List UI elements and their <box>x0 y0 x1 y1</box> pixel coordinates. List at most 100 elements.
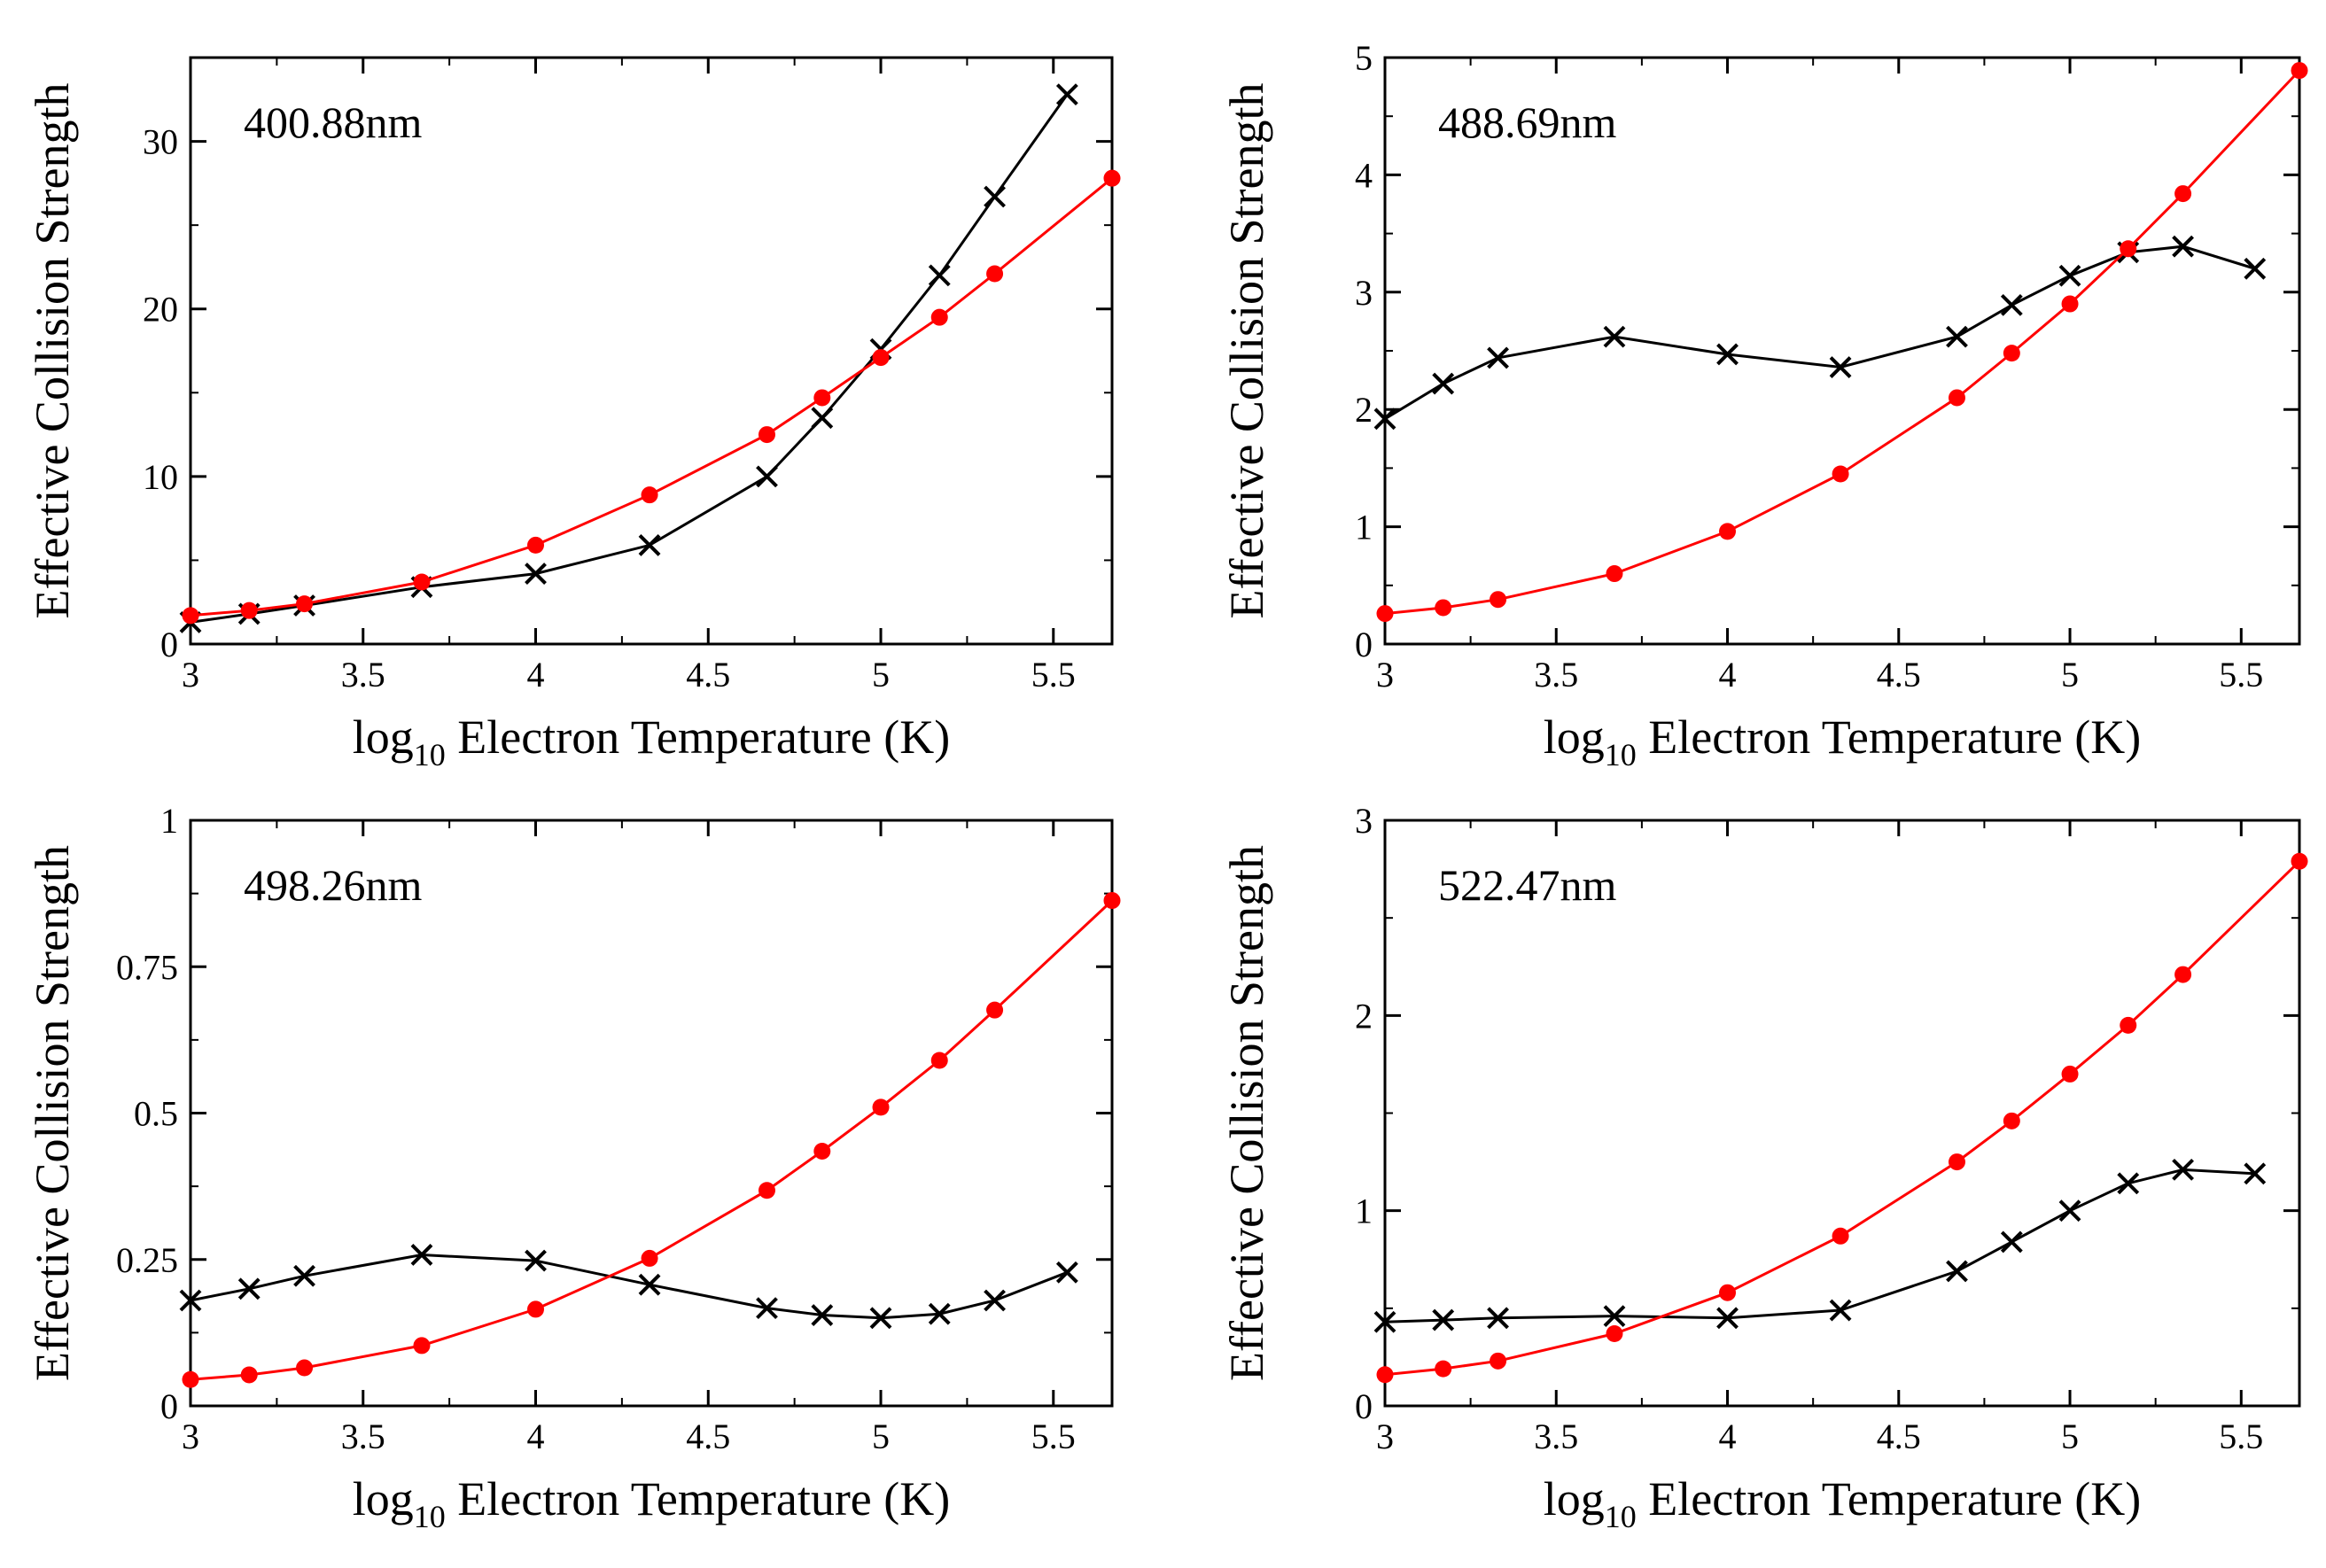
x-tick-label: 4.5 <box>1877 1417 1921 1456</box>
data-point-dot <box>182 607 199 625</box>
x-tick-label: 5 <box>2061 1417 2079 1456</box>
x-axis-label: log10 Electron Temperature (K) <box>353 1472 950 1534</box>
y-tick-label: 1 <box>160 801 178 841</box>
data-point-dot <box>1832 465 1849 483</box>
panel-annotation: 498.26nm <box>244 860 423 910</box>
cross-stroke <box>638 533 661 556</box>
series-dots <box>182 892 1121 1388</box>
y-tick-label: 1 <box>1355 508 1373 547</box>
data-point-cross <box>2244 1162 2267 1185</box>
data-point-dot <box>296 595 314 613</box>
cross-stroke <box>293 1264 315 1287</box>
data-point-dot <box>2061 295 2079 313</box>
x-tick-label: 4 <box>1719 1417 1737 1456</box>
y-axis-label: Effective Collision Strength <box>1220 83 1273 619</box>
y-tick-label: 2 <box>1355 390 1373 430</box>
data-point-dot <box>1719 523 1737 540</box>
series-line <box>190 93 1069 624</box>
series-line <box>1384 69 2301 616</box>
data-point-dot <box>641 486 658 504</box>
data-point-dot <box>758 426 775 444</box>
series-line <box>190 177 1113 617</box>
series-line <box>1384 245 2256 421</box>
y-tick-label: 20 <box>143 290 178 330</box>
series-crosses <box>179 1244 1078 1330</box>
x-tick-label: 3 <box>1376 655 1394 695</box>
series-line <box>190 899 1114 1381</box>
data-point-dot <box>1832 1227 1849 1245</box>
data-point-cross <box>2058 1199 2081 1223</box>
cross-stroke <box>1603 325 1626 348</box>
data-point-cross <box>2172 235 2194 258</box>
series-crosses <box>179 83 1078 633</box>
series-crosses <box>1373 235 2267 431</box>
data-point-cross <box>1829 356 1852 378</box>
data-point-dot <box>182 1370 199 1388</box>
x-tick-label: 4.5 <box>686 1417 730 1456</box>
x-tick-label: 3.5 <box>341 1417 385 1456</box>
data-point-dot <box>986 265 1004 283</box>
cross-stroke <box>1603 1305 1626 1328</box>
series-line <box>1384 860 2301 1377</box>
data-point-cross <box>1946 325 1968 348</box>
series-dots <box>1376 62 2308 623</box>
x-tick-label: 3 <box>1376 1417 1394 1456</box>
data-point-dot <box>1490 1352 1507 1370</box>
data-point-cross <box>2000 1230 2023 1254</box>
data-point-dot <box>1435 1360 1452 1378</box>
x-tick-label: 3.5 <box>1534 1417 1578 1456</box>
chart-panel-3: 3 3.5 4 4.5 5 5.5 0 0.25 0.5 0.75 1 498.26nm log10 E… <box>26 801 1121 1534</box>
x-tick-label: 4.5 <box>686 655 730 695</box>
cross-stroke <box>525 1249 547 1272</box>
cross-stroke <box>1373 1310 1396 1333</box>
cross-stroke <box>638 1273 661 1296</box>
x-tick-label: 4 <box>1719 655 1737 695</box>
data-point-dot <box>2061 1065 2079 1083</box>
y-tick-label: 30 <box>143 122 178 162</box>
cross-stroke <box>1432 372 1455 395</box>
data-point-cross <box>756 1297 778 1320</box>
data-point-cross <box>984 1289 1006 1312</box>
y-tick-label: 0 <box>160 625 178 664</box>
data-point-dot <box>1490 591 1507 609</box>
data-point-cross <box>1432 1308 1455 1331</box>
data-point-dot <box>1103 892 1121 910</box>
y-axis-label: Effective Collision Strength <box>1220 845 1273 1381</box>
x-tick-label: 3.5 <box>341 655 385 695</box>
data-point-cross <box>2244 257 2267 280</box>
y-tick-label: 0 <box>1355 1386 1373 1426</box>
data-point-dot <box>240 602 258 619</box>
x-tick-label: 5.5 <box>1031 655 1076 695</box>
data-point-dot <box>930 1052 948 1069</box>
data-point-dot <box>813 1142 831 1160</box>
data-point-dot <box>413 1337 431 1355</box>
data-point-cross <box>1603 325 1626 348</box>
data-point-cross <box>2172 1158 2194 1181</box>
series-line <box>190 1253 1068 1320</box>
data-point-dot <box>2120 1016 2137 1034</box>
data-point-dot <box>296 1359 314 1377</box>
data-point-cross <box>869 1307 892 1330</box>
cross-stroke <box>1487 1307 1509 1330</box>
cross-stroke <box>410 1244 433 1266</box>
y-tick-label: 3 <box>1355 273 1373 313</box>
cross-stroke <box>1829 1299 1852 1322</box>
data-point-dot <box>240 1366 258 1384</box>
x-tick-label: 3.5 <box>1534 655 1578 695</box>
data-point-cross <box>928 1302 951 1325</box>
cross-stroke <box>2117 1172 2140 1195</box>
cross-stroke <box>2172 1158 2194 1181</box>
data-point-cross <box>293 1264 315 1287</box>
data-point-dot <box>2174 966 2192 983</box>
cross-stroke <box>2172 235 2194 258</box>
cross-stroke <box>984 1289 1006 1312</box>
chart-panel-1: 3 3.5 4 4.5 5 5.5 0 10 20 30 400.88nm log10 Electro… <box>26 56 1121 772</box>
series-dots <box>1376 852 2308 1384</box>
cross-stroke <box>756 465 778 488</box>
cross-stroke <box>2000 1230 2023 1254</box>
data-point-dot <box>2003 1112 2020 1129</box>
data-point-cross <box>1432 372 1455 395</box>
data-point-cross <box>1716 1307 1739 1330</box>
series-line <box>1384 1168 2255 1323</box>
cross-stroke <box>984 185 1006 208</box>
